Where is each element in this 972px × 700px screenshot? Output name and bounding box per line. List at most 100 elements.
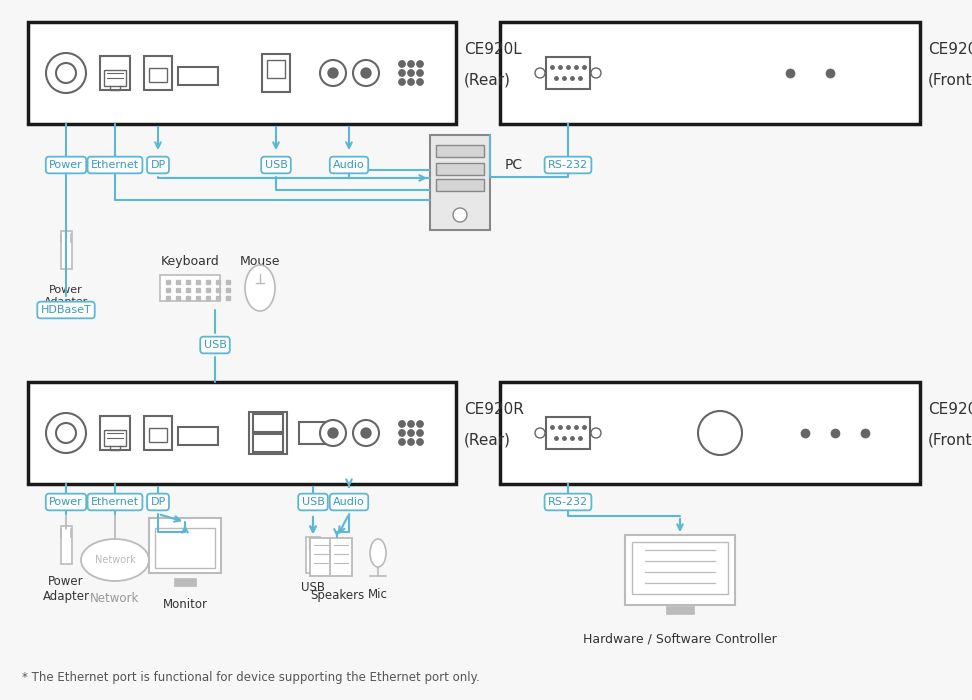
Bar — [149, 428, 167, 442]
Text: Audio: Audio — [333, 497, 364, 507]
Text: HDBaseT: HDBaseT — [41, 305, 91, 315]
Bar — [666, 606, 694, 614]
FancyBboxPatch shape — [500, 382, 920, 484]
Bar — [178, 427, 218, 445]
Circle shape — [399, 421, 405, 428]
Circle shape — [407, 69, 414, 76]
FancyBboxPatch shape — [632, 542, 728, 594]
Text: Monitor: Monitor — [162, 598, 207, 611]
Text: Audio: Audio — [333, 160, 364, 170]
Text: Keyboard: Keyboard — [160, 255, 220, 268]
Circle shape — [361, 68, 371, 78]
Text: CE920R: CE920R — [464, 402, 524, 417]
Bar — [546, 417, 590, 449]
Text: PC: PC — [505, 158, 523, 172]
FancyBboxPatch shape — [625, 535, 735, 605]
Text: (Rear): (Rear) — [464, 433, 511, 447]
Text: USB: USB — [203, 340, 226, 350]
Bar — [178, 67, 218, 85]
Text: DP: DP — [151, 497, 165, 507]
Circle shape — [407, 438, 414, 445]
Circle shape — [591, 428, 601, 438]
Bar — [309, 537, 317, 549]
Text: RS-232: RS-232 — [548, 160, 588, 170]
Circle shape — [407, 421, 414, 428]
Bar — [253, 434, 283, 452]
Text: Hardware / Software Controller: Hardware / Software Controller — [583, 632, 777, 645]
Circle shape — [399, 69, 405, 76]
Bar — [100, 416, 130, 450]
Circle shape — [591, 68, 601, 78]
Ellipse shape — [370, 539, 386, 567]
Bar — [155, 528, 215, 568]
FancyBboxPatch shape — [436, 179, 484, 191]
Circle shape — [399, 60, 405, 67]
Text: Speakers: Speakers — [310, 589, 364, 602]
Circle shape — [46, 413, 86, 453]
Text: Mouse: Mouse — [240, 255, 280, 268]
Bar — [249, 412, 287, 454]
Bar — [100, 56, 130, 90]
Text: Power: Power — [50, 497, 83, 507]
Text: Ethernet: Ethernet — [91, 160, 139, 170]
Text: CE920L: CE920L — [464, 43, 522, 57]
FancyBboxPatch shape — [28, 382, 456, 484]
Text: Power
Adapter: Power Adapter — [43, 575, 89, 603]
Bar — [160, 275, 220, 301]
Bar — [149, 68, 167, 82]
Circle shape — [353, 60, 379, 86]
FancyBboxPatch shape — [436, 145, 484, 157]
Text: USB: USB — [301, 581, 325, 594]
Circle shape — [56, 423, 76, 443]
Text: Network: Network — [90, 592, 140, 605]
FancyBboxPatch shape — [500, 22, 920, 124]
Circle shape — [407, 430, 414, 437]
Circle shape — [328, 68, 338, 78]
Bar — [253, 414, 283, 432]
Bar — [104, 70, 126, 86]
Circle shape — [407, 78, 414, 85]
Ellipse shape — [245, 265, 275, 311]
Bar — [104, 430, 126, 446]
Bar — [310, 538, 332, 576]
Circle shape — [416, 69, 424, 76]
Bar — [144, 56, 172, 90]
Bar — [149, 517, 221, 573]
Text: Mic: Mic — [368, 588, 388, 601]
FancyBboxPatch shape — [28, 22, 456, 124]
Bar — [60, 526, 72, 564]
Bar — [262, 54, 290, 92]
Text: DP: DP — [151, 160, 165, 170]
Text: USB: USB — [301, 497, 325, 507]
Bar — [546, 57, 590, 89]
Circle shape — [46, 53, 86, 93]
Circle shape — [399, 438, 405, 445]
Circle shape — [416, 421, 424, 428]
Circle shape — [320, 60, 346, 86]
Ellipse shape — [81, 539, 149, 581]
Circle shape — [535, 428, 545, 438]
Text: Ethernet: Ethernet — [91, 497, 139, 507]
Circle shape — [698, 411, 742, 455]
Text: (Front): (Front) — [928, 73, 972, 88]
Bar — [306, 537, 320, 573]
Bar — [144, 416, 172, 450]
Text: USB: USB — [264, 160, 288, 170]
Text: (Rear): (Rear) — [464, 73, 511, 88]
Text: * The Ethernet port is functional for device supporting the Ethernet port only.: * The Ethernet port is functional for de… — [22, 671, 480, 685]
FancyBboxPatch shape — [436, 163, 484, 175]
Circle shape — [416, 60, 424, 67]
Text: Power
Adapter: Power Adapter — [44, 285, 88, 307]
Text: CE920R: CE920R — [928, 402, 972, 417]
Circle shape — [453, 208, 467, 222]
Bar — [330, 538, 352, 576]
Circle shape — [416, 78, 424, 85]
Circle shape — [320, 420, 346, 446]
Circle shape — [416, 430, 424, 437]
Text: RS-232: RS-232 — [548, 497, 588, 507]
Circle shape — [535, 68, 545, 78]
Circle shape — [399, 430, 405, 437]
Circle shape — [399, 78, 405, 85]
Circle shape — [407, 60, 414, 67]
Bar — [60, 231, 72, 269]
